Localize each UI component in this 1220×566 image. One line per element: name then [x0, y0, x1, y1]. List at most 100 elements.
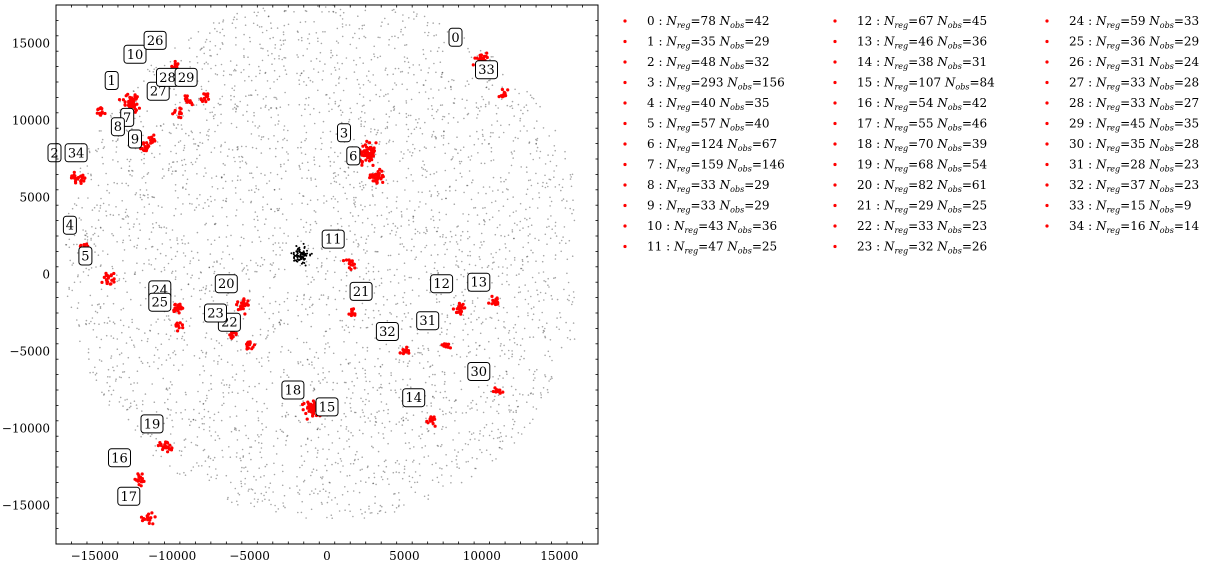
background-point [378, 387, 381, 389]
background-point [243, 33, 245, 36]
background-point [479, 448, 481, 451]
background-point [361, 105, 364, 107]
background-point [299, 404, 302, 407]
background-point [381, 21, 383, 24]
background-point [354, 354, 357, 356]
cluster-0-point [475, 56, 479, 60]
background-point [479, 433, 481, 435]
background-point [548, 178, 550, 181]
background-point [110, 116, 112, 118]
background-point [437, 253, 439, 256]
background-point [232, 18, 235, 21]
background-point [266, 463, 268, 466]
background-point [498, 305, 501, 308]
cluster-12-point [451, 307, 455, 311]
background-point [466, 113, 469, 116]
background-point [182, 252, 185, 254]
background-point [168, 167, 170, 170]
background-point [414, 481, 416, 484]
background-point [112, 321, 115, 324]
background-point [512, 327, 515, 329]
background-point [181, 242, 184, 245]
background-point [169, 433, 172, 435]
background-point [515, 331, 517, 334]
background-point [309, 348, 311, 350]
cluster-label-text: 11 [325, 233, 342, 248]
cluster-24-point [178, 304, 182, 308]
background-point [361, 27, 364, 30]
background-point [523, 350, 526, 352]
background-point [195, 206, 198, 209]
background-point [374, 424, 376, 426]
background-point [191, 131, 193, 134]
background-point [393, 274, 396, 277]
background-point [527, 225, 530, 228]
background-point [278, 55, 280, 57]
background-point [101, 138, 104, 141]
background-point [257, 417, 260, 419]
background-point [90, 239, 92, 241]
legend-marker [1045, 162, 1049, 167]
background-point [561, 199, 563, 202]
background-point [348, 445, 351, 448]
background-point [319, 428, 321, 431]
background-point [153, 156, 156, 159]
background-point [289, 487, 291, 489]
background-point [418, 435, 420, 437]
background-point [236, 340, 238, 343]
background-point [169, 319, 171, 322]
background-point [535, 150, 538, 152]
background-point [181, 164, 184, 166]
background-point [523, 327, 526, 330]
background-point [311, 490, 313, 492]
background-point [177, 369, 180, 372]
cluster-18-point [307, 409, 311, 413]
cluster-label-box [104, 71, 119, 90]
background-point [449, 322, 452, 325]
background-point [254, 191, 256, 193]
background-point [546, 226, 548, 228]
background-point [322, 448, 324, 450]
background-point [148, 203, 150, 205]
cluster-32-point [404, 350, 408, 354]
background-point [369, 99, 371, 102]
background-point [443, 383, 446, 385]
background-point [385, 93, 387, 96]
background-point [503, 396, 505, 398]
background-point [367, 317, 370, 319]
background-point [129, 336, 131, 339]
cluster-3-point [368, 145, 372, 150]
background-point [303, 293, 306, 296]
cluster-15-point [302, 401, 306, 406]
background-point [401, 216, 403, 218]
cluster-6-point [380, 169, 384, 173]
background-point [469, 408, 471, 410]
background-point [322, 31, 324, 33]
background-point [278, 75, 281, 78]
background-point [259, 69, 261, 72]
background-point [513, 222, 516, 225]
background-point [167, 169, 170, 172]
background-point [95, 266, 97, 268]
background-point [380, 375, 382, 377]
background-point [453, 203, 456, 205]
background-point [274, 300, 277, 303]
background-point [329, 482, 331, 484]
background-point [299, 257, 302, 260]
cluster-label-box [78, 246, 93, 266]
background-point [271, 63, 273, 65]
background-point [544, 186, 547, 189]
background-point [307, 38, 309, 40]
background-point [305, 10, 308, 13]
background-point [199, 374, 201, 376]
cluster-26-point [173, 62, 177, 66]
background-point [469, 135, 471, 137]
background-point [297, 362, 300, 365]
background-point [434, 146, 436, 149]
background-point [374, 365, 376, 368]
background-point [232, 108, 234, 110]
background-point [449, 190, 451, 192]
cluster-3-point [364, 158, 368, 162]
background-point [361, 222, 364, 224]
background-point [196, 444, 199, 447]
